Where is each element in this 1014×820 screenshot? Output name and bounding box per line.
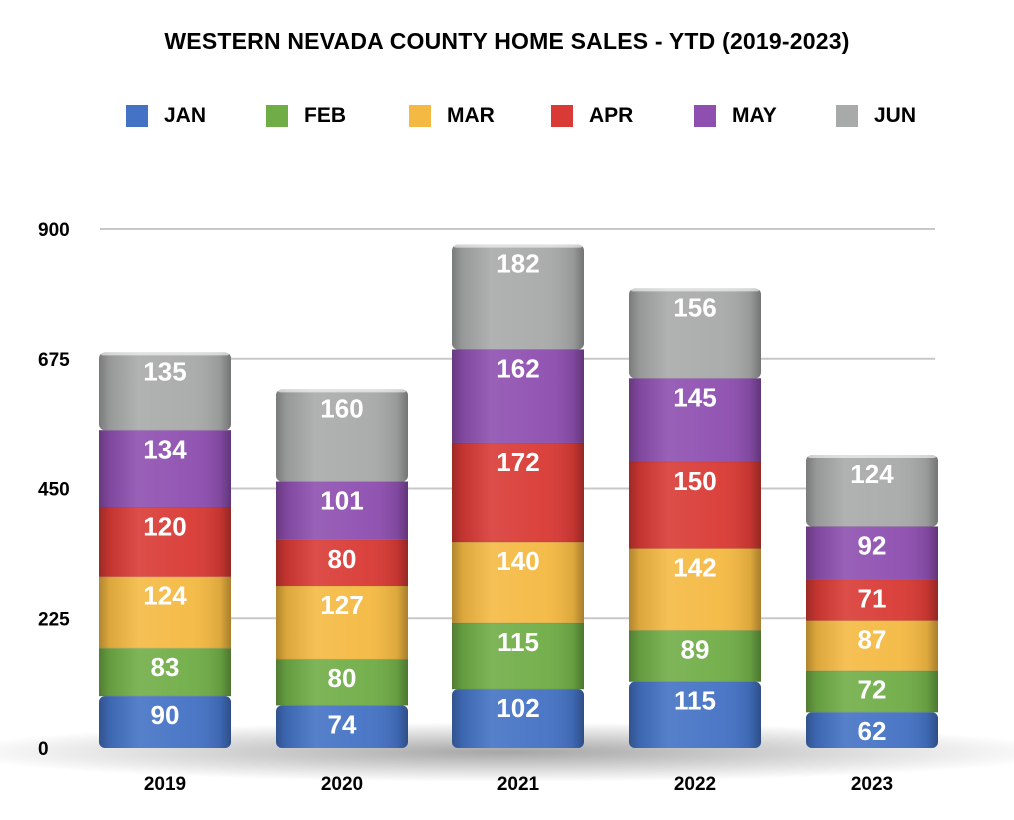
- legend-item-jan: JAN: [126, 104, 206, 128]
- data-label: 62: [858, 716, 887, 746]
- bar-shading: [99, 696, 231, 748]
- data-label: 140: [496, 546, 539, 576]
- bar-shading: [276, 585, 408, 660]
- bar-top-highlight: [631, 288, 759, 292]
- x-tick-label: 2023: [851, 774, 893, 795]
- data-label: 124: [143, 581, 187, 611]
- legend-item-apr: APR: [551, 104, 633, 128]
- bar-shading: [452, 689, 584, 748]
- data-label: 124: [850, 459, 894, 489]
- y-tick-label: 225: [38, 609, 70, 630]
- bar-shading: [806, 670, 938, 713]
- legend-item-may: MAY: [694, 104, 777, 128]
- x-tick-label: 2021: [497, 774, 540, 795]
- legend-label: MAY: [732, 104, 777, 127]
- bar-shading: [806, 455, 938, 527]
- legend-label: JUN: [874, 104, 917, 127]
- data-label: 71: [858, 584, 887, 614]
- bar-shading: [276, 481, 408, 540]
- legend-label: APR: [589, 104, 634, 127]
- legend-label: JAN: [164, 104, 207, 127]
- bar-shading: [99, 576, 231, 649]
- y-tick-label: 900: [38, 220, 70, 241]
- legend-swatch: [836, 105, 858, 127]
- data-label: 87: [858, 625, 887, 655]
- bar-shading: [276, 705, 408, 748]
- bar-shading: [276, 389, 408, 482]
- bar-shading: [806, 712, 938, 748]
- data-label: 172: [496, 447, 539, 477]
- chart-title: WESTERN NEVADA COUNTY HOME SALES - YTD (…: [164, 28, 850, 54]
- bar-shading: [806, 620, 938, 671]
- data-label: 74: [328, 709, 357, 739]
- data-label: 101: [320, 486, 363, 516]
- bar-shading: [99, 507, 231, 577]
- data-label: 162: [496, 354, 539, 384]
- bar-shading: [629, 378, 761, 462]
- bar-shading: [452, 244, 584, 350]
- legend-item-mar: MAR: [409, 104, 495, 128]
- bar-shading: [452, 442, 584, 543]
- bar-shading: [99, 430, 231, 508]
- y-tick-label: 675: [38, 350, 70, 371]
- bar-shading: [452, 542, 584, 623]
- data-label: 102: [496, 693, 539, 723]
- data-label: 134: [143, 434, 187, 464]
- data-label: 72: [858, 675, 887, 705]
- bar-top-highlight: [101, 352, 229, 356]
- bar-shading: [629, 548, 761, 631]
- data-label: 127: [320, 590, 363, 620]
- x-tick-label: 2022: [674, 774, 716, 795]
- legend-swatch: [409, 105, 431, 127]
- bar-shading: [276, 659, 408, 706]
- legend-swatch: [694, 105, 716, 127]
- bar-top-highlight: [808, 455, 936, 459]
- legend-label: FEB: [304, 104, 346, 127]
- legend-item-jun: JUN: [836, 104, 916, 128]
- bar-shading: [629, 461, 761, 549]
- bar-shading: [99, 648, 231, 697]
- x-tick-label: 2020: [321, 774, 363, 795]
- data-label: 135: [143, 356, 186, 386]
- data-label: 89: [681, 634, 710, 664]
- bar-shading: [629, 681, 761, 748]
- bar-shading: [99, 352, 231, 431]
- bar-shading: [276, 539, 408, 586]
- data-label: 80: [328, 544, 357, 574]
- data-label: 160: [320, 393, 363, 423]
- legend-swatch: [266, 105, 288, 127]
- bar-shading: [452, 349, 584, 443]
- data-label: 115: [497, 627, 539, 657]
- data-label: 90: [151, 700, 180, 730]
- y-tick-label: 450: [38, 480, 70, 501]
- bar-shading: [629, 630, 761, 682]
- data-label: 156: [673, 292, 716, 322]
- bar-top-highlight: [454, 244, 582, 248]
- data-label: 115: [674, 686, 716, 716]
- bar-shading: [629, 288, 761, 379]
- legend-item-feb: FEB: [266, 104, 346, 128]
- x-tick-label: 2019: [144, 774, 186, 795]
- data-label: 182: [496, 249, 539, 279]
- data-label: 120: [143, 512, 186, 542]
- data-label: 150: [673, 466, 716, 496]
- data-label: 83: [151, 652, 180, 682]
- bar-shading: [806, 579, 938, 621]
- data-label: 80: [328, 663, 357, 693]
- legend-swatch: [551, 105, 573, 127]
- y-tick-label: 0: [38, 739, 49, 760]
- data-label: 92: [858, 531, 887, 561]
- bar-shading: [452, 622, 584, 690]
- bar-shading: [806, 526, 938, 580]
- legend: JAN FEB MAR APR MAY JUN: [0, 104, 1014, 134]
- data-label: 142: [673, 552, 716, 582]
- data-label: 145: [673, 382, 716, 412]
- bar-top-highlight: [278, 389, 406, 393]
- legend-swatch: [126, 105, 148, 127]
- legend-label: MAR: [447, 104, 495, 127]
